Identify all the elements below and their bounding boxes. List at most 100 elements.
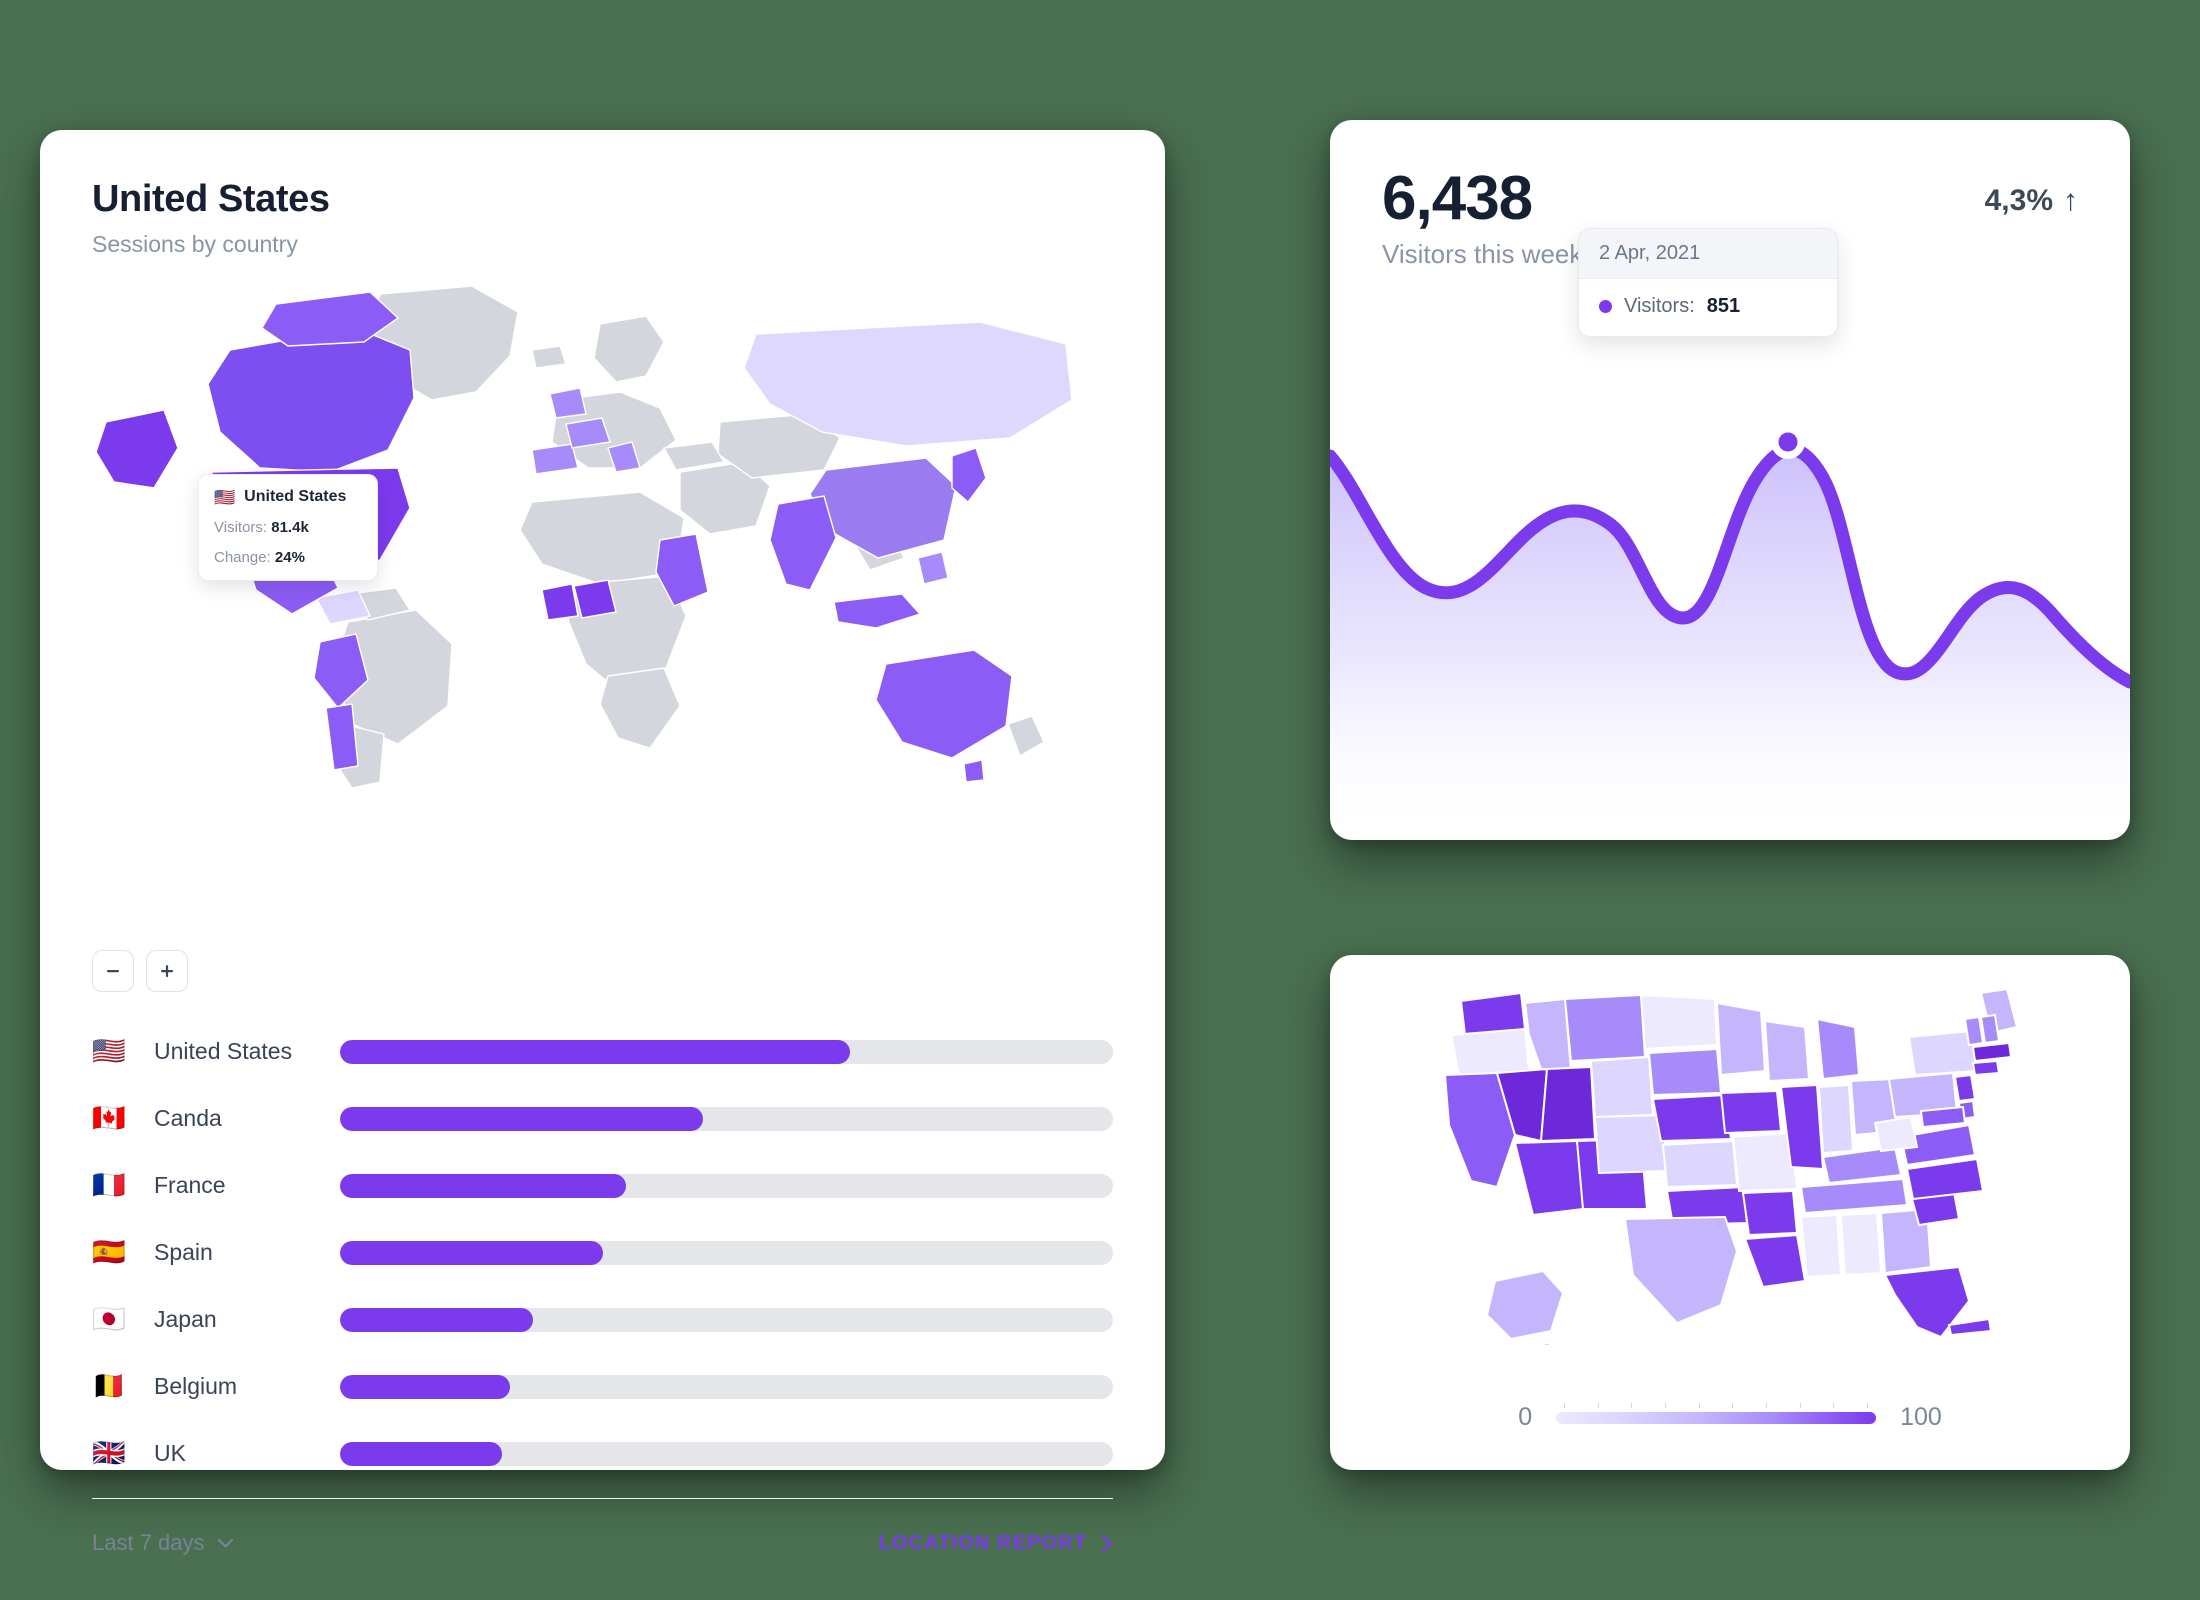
state-WA — [1459, 991, 1527, 1037]
country-bar-track — [340, 1173, 1113, 1198]
country-name: UK — [154, 1440, 186, 1466]
region-canada — [207, 327, 415, 473]
state-MO — [1731, 1131, 1799, 1193]
region-sudan — [655, 533, 709, 607]
zoom-in-button[interactable] — [146, 950, 188, 992]
state-TX — [1623, 1215, 1739, 1325]
country-bar-fill — [340, 1173, 626, 1198]
state-ID — [1523, 997, 1573, 1073]
area-line — [1330, 443, 2130, 689]
state-NH — [1979, 1013, 2001, 1045]
country-bar-track — [340, 1039, 1113, 1064]
tooltip-visitors-label: Visitors: — [214, 519, 268, 536]
region-france — [565, 417, 611, 449]
country-row[interactable]: 🇺🇸 United States — [92, 1018, 1113, 1085]
legend-tick — [1698, 1402, 1700, 1408]
state-IA — [1719, 1089, 1783, 1135]
region-turkey — [662, 441, 726, 471]
state-AZ — [1513, 1139, 1585, 1217]
state-NY — [1907, 1029, 1979, 1077]
tooltip-header: 🇺🇸 United States — [214, 488, 362, 506]
tooltip-country-name: United States — [244, 488, 347, 505]
visitors-area-chart[interactable] — [1330, 420, 2130, 840]
country-bar-track — [340, 1240, 1113, 1265]
region-canada-arctic — [261, 291, 400, 347]
country-bar-fill — [340, 1240, 603, 1265]
country-name: Japan — [154, 1306, 217, 1332]
delta-value: 4,3% — [1984, 184, 2053, 217]
country-name: United States — [154, 1038, 293, 1064]
legend-tick — [1766, 1402, 1768, 1408]
state-MS — [1799, 1213, 1843, 1279]
state-TN — [1799, 1177, 1909, 1215]
card-header: United States Sessions by country — [40, 130, 1165, 258]
highlight-point — [1778, 432, 1798, 452]
country-flag-icon: 🇪🇸 — [92, 1237, 126, 1267]
region-australia — [875, 649, 1013, 759]
region-tasmania — [963, 759, 985, 783]
region-chile — [325, 703, 359, 771]
state-WV — [1873, 1115, 1919, 1153]
legend-ticks — [1564, 1402, 1868, 1408]
state-KS — [1661, 1139, 1739, 1189]
legend-min-label: 0 — [1518, 1403, 1533, 1431]
tooltip-change-row: Change: 24% — [214, 549, 362, 566]
tooltip-date: 2 Apr, 2021 — [1579, 229, 1837, 279]
country-row[interactable]: 🇪🇸 Spain — [92, 1219, 1113, 1286]
country-flag-icon: 🇨🇦 — [92, 1103, 126, 1133]
world-map-container[interactable]: 🇺🇸 United States Visitors: 81.4k Change:… — [40, 272, 1165, 812]
country-row[interactable]: 🇬🇧 UK — [92, 1420, 1113, 1487]
country-bar-fill — [340, 1106, 704, 1131]
us-choropleth-map[interactable] — [1425, 975, 2035, 1345]
country-bar-track — [340, 1374, 1113, 1399]
state-AK-islands — [1530, 1341, 1551, 1345]
map-color-legend: 0 100 — [1330, 1402, 2130, 1432]
state-SD — [1647, 1047, 1723, 1097]
location-report-label: LOCATION REPORT — [878, 1531, 1087, 1554]
map-country-tooltip: 🇺🇸 United States Visitors: 81.4k Change:… — [198, 474, 378, 581]
country-row[interactable]: 🇯🇵 Japan — [92, 1286, 1113, 1353]
region-uk — [549, 387, 587, 419]
state-OR — [1449, 1027, 1531, 1077]
state-AR — [1741, 1189, 1799, 1237]
state-MD — [1919, 1105, 1967, 1129]
legend-gradient-wrap — [1556, 1402, 1877, 1424]
zoom-out-button[interactable] — [92, 950, 134, 992]
legend-max-label: 100 — [1900, 1403, 1942, 1431]
visitors-delta: 4,3% ↑ — [1985, 184, 2078, 218]
country-name: Belgium — [154, 1373, 238, 1399]
legend-tick — [1631, 1402, 1633, 1408]
country-name: Canda — [154, 1105, 222, 1131]
plus-icon — [161, 965, 173, 978]
state-MT — [1563, 993, 1647, 1063]
area-fill — [1330, 449, 2130, 840]
state-WY — [1589, 1055, 1655, 1119]
state-LA — [1743, 1233, 1807, 1289]
country-bar-fill — [340, 1307, 534, 1332]
region-peru — [313, 633, 369, 710]
country-bar-track — [340, 1106, 1113, 1131]
world-choropleth-map[interactable] — [80, 272, 1120, 792]
region-russia — [743, 321, 1073, 447]
country-bar-fill — [340, 1374, 511, 1399]
visitors-label: Visitors this week — [1382, 239, 1583, 270]
location-report-link[interactable]: LOCATION REPORT — [879, 1532, 1113, 1555]
tooltip-change-value: 24% — [274, 549, 305, 566]
visitors-sparkline-container[interactable] — [1330, 420, 2130, 840]
country-flag-icon: 🇬🇧 — [92, 1438, 126, 1468]
region-spain — [531, 443, 579, 475]
region-north-africa — [519, 491, 685, 585]
region-southern-africa — [599, 667, 681, 749]
state-NC — [1905, 1157, 1985, 1201]
country-row[interactable]: 🇫🇷 France — [92, 1152, 1113, 1219]
region-india — [769, 495, 837, 591]
legend-tick — [1833, 1402, 1835, 1408]
state-IL — [1779, 1083, 1825, 1171]
tooltip-visitors-row: Visitors: 81.4k — [214, 519, 362, 536]
country-row[interactable]: 🇨🇦 Canda — [92, 1085, 1113, 1152]
date-range-dropdown[interactable]: Last 7 days — [92, 1530, 234, 1556]
tooltip-series-value: 851 — [1706, 295, 1741, 317]
page-title: United States — [92, 178, 330, 220]
visitors-header: 6,438 Visitors this week 4,3% ↑ — [1330, 120, 2130, 270]
country-row[interactable]: 🇧🇪 Belgium — [92, 1353, 1113, 1420]
